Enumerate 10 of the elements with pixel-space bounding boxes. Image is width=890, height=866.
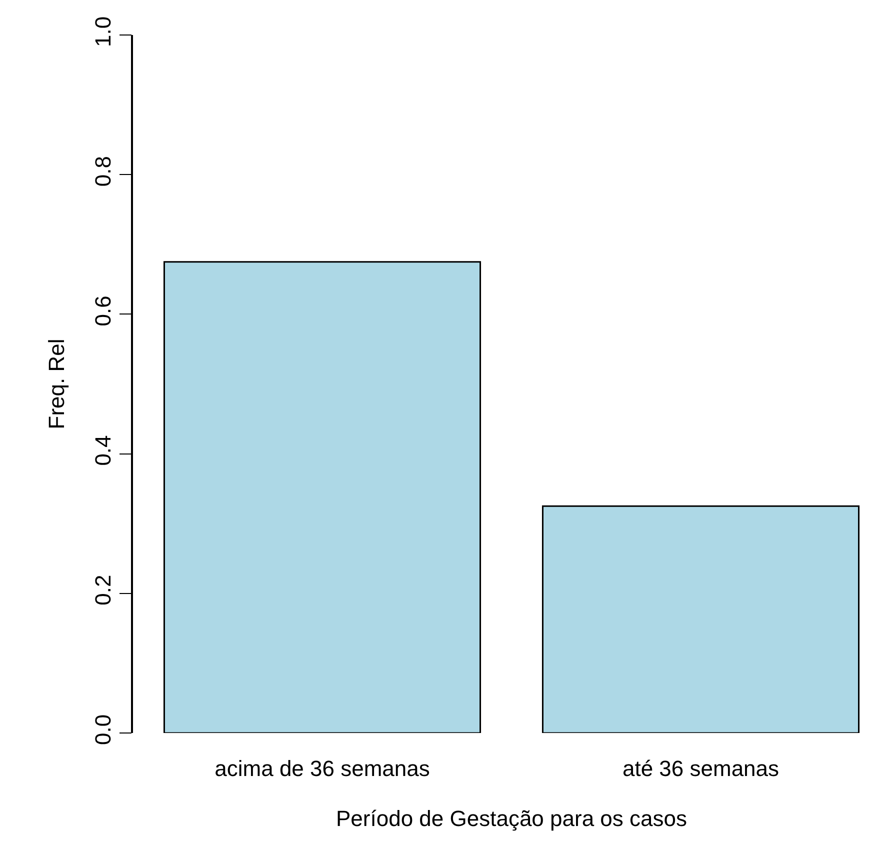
x-axis-title: Período de Gestação para os casos [336, 806, 687, 831]
y-tick-label: 0.6 [90, 296, 116, 326]
y-tick-label: 0.4 [90, 435, 116, 466]
x-tick-label: até 36 semanas [622, 756, 780, 781]
y-tick-label: 0.0 [90, 714, 116, 745]
y-tick-label: 0.2 [90, 574, 116, 606]
y-tick-label: 1.0 [90, 16, 116, 47]
y-tick-label: 0.8 [90, 156, 116, 187]
y-axis-title: Freq. Rel [44, 338, 69, 430]
x-tick-label: acima de 36 semanas [214, 756, 430, 781]
